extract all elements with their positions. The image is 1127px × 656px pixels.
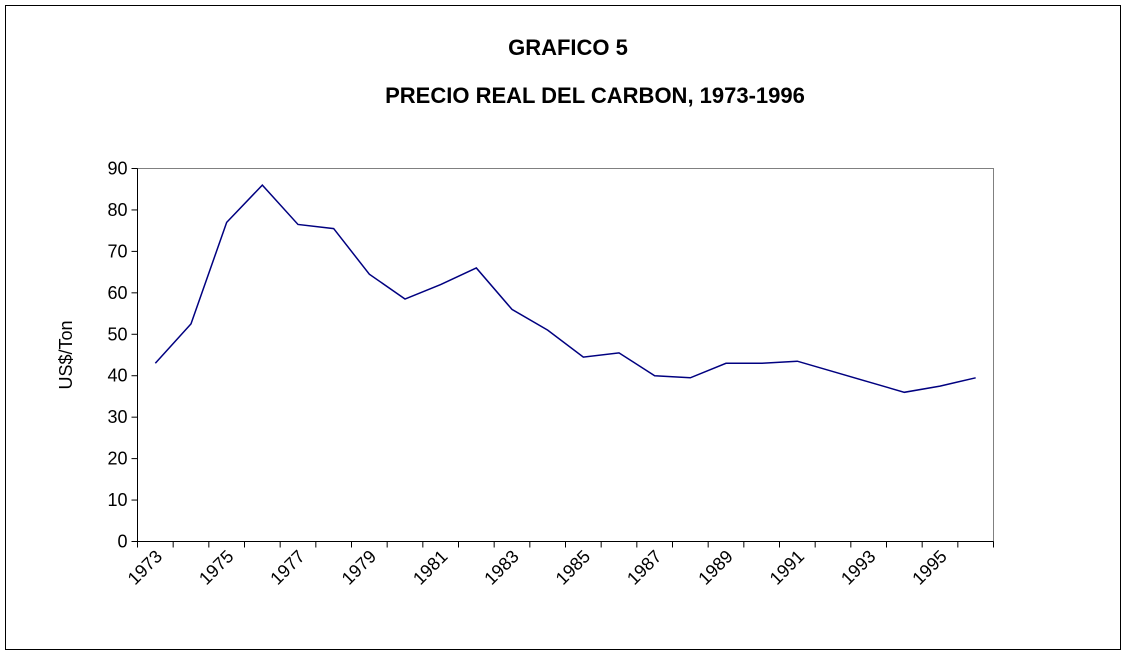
chart-title: GRAFICO 5 bbox=[508, 35, 628, 60]
y-tick-label: 0 bbox=[117, 532, 127, 552]
y-tick-label: 60 bbox=[107, 283, 127, 303]
y-tick-label: 10 bbox=[107, 490, 127, 510]
y-axis-label: US$/Ton bbox=[56, 320, 76, 389]
data-line bbox=[154, 183, 976, 394]
y-tick-label: 20 bbox=[107, 449, 127, 469]
y-tick-label: 40 bbox=[107, 366, 127, 386]
y-tick-label: 70 bbox=[107, 241, 127, 261]
y-tick-label: 90 bbox=[107, 159, 127, 179]
y-tick-label: 50 bbox=[107, 324, 127, 344]
y-tick-label: 30 bbox=[107, 407, 127, 427]
y-tick-label: 80 bbox=[107, 200, 127, 220]
chart-subtitle: PRECIO REAL DEL CARBON, 1973-1996 bbox=[385, 83, 805, 108]
chart-frame bbox=[5, 5, 1121, 650]
